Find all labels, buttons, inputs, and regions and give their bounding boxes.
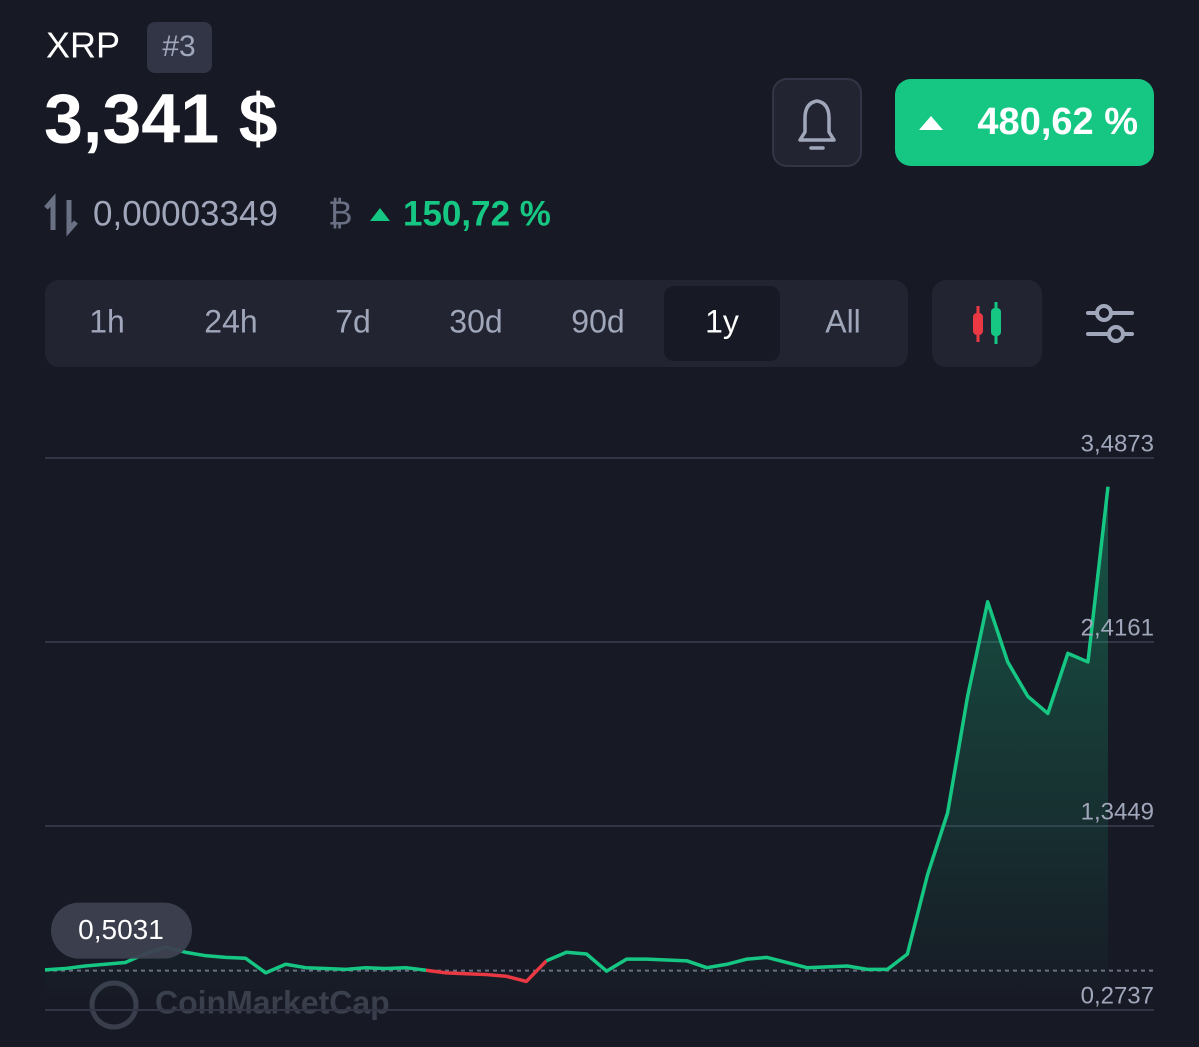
price-line xyxy=(425,959,548,984)
bell-icon xyxy=(798,99,836,142)
y-tick-label: 0,2737 xyxy=(1081,982,1154,1009)
y-tick-label: 2,4161 xyxy=(1081,614,1154,641)
tab[interactable]: 1y xyxy=(664,286,780,361)
tab[interactable]: 24h xyxy=(204,303,257,339)
tab-active-bg xyxy=(664,286,780,361)
tab[interactable]: 1h xyxy=(89,303,125,339)
symbol: XRP xyxy=(46,25,120,66)
rank: #3 xyxy=(162,30,195,63)
change-badge xyxy=(895,79,1154,166)
change: 480,62 % xyxy=(977,101,1138,143)
tab-label: 7d xyxy=(335,303,371,339)
tab-label: 24h xyxy=(204,303,257,339)
rank-badge xyxy=(147,22,212,73)
tab-label: 1h xyxy=(89,303,125,339)
tab-label: 90d xyxy=(571,303,624,339)
btc-up-arrow xyxy=(370,208,390,221)
alert-button[interactable] xyxy=(772,78,862,167)
price: 3,341 $ xyxy=(44,79,278,157)
btc-change: 150,72 % xyxy=(403,194,551,233)
tab[interactable]: 7d xyxy=(335,303,371,339)
reference-label: 0,5031 xyxy=(78,914,164,945)
candle-body xyxy=(991,308,1001,336)
up-arrow xyxy=(919,116,943,130)
btc-symbol: ₿ xyxy=(328,195,352,232)
reference-pill xyxy=(51,902,192,959)
chart-type-button[interactable] xyxy=(932,280,1042,367)
tab-label: 30d xyxy=(449,303,502,339)
chart-type-bg xyxy=(932,280,1042,367)
tab-label: 1y xyxy=(705,303,739,339)
candle-body xyxy=(973,313,983,335)
price-line xyxy=(545,486,1110,973)
settings-icon[interactable] xyxy=(1086,304,1134,343)
tab[interactable]: All xyxy=(825,303,861,339)
alert-bg xyxy=(772,78,862,167)
y-tick-label: 1,3449 xyxy=(1081,798,1154,825)
y-tick-label: 3,4873 xyxy=(1081,430,1154,457)
btc-price: 0,00003349 xyxy=(93,194,278,233)
tab-label: All xyxy=(825,303,861,339)
swap-icon xyxy=(44,193,78,237)
tab[interactable]: 30d xyxy=(449,303,502,339)
tab[interactable]: 90d xyxy=(571,303,624,339)
price-line xyxy=(44,945,427,975)
